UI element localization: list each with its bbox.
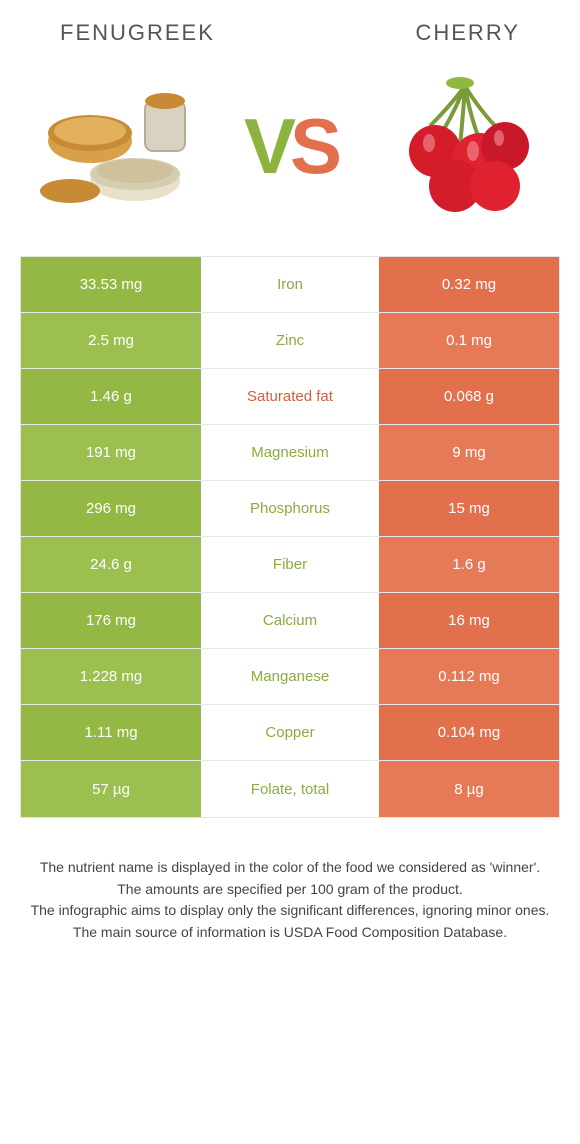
value-left: 1.228 mg <box>21 649 201 704</box>
footer-line: The main source of information is USDA F… <box>30 923 550 943</box>
nutrient-name: Saturated fat <box>201 369 379 424</box>
value-left: 33.53 mg <box>21 257 201 312</box>
table-row: 57 µgFolate, total8 µg <box>21 761 559 817</box>
nutrient-name: Fiber <box>201 537 379 592</box>
title-right: Cherry <box>415 20 520 46</box>
value-left: 2.5 mg <box>21 313 201 368</box>
header: Fenugreek Cherry <box>0 0 580 56</box>
table-row: 191 mgMagnesium9 mg <box>21 425 559 481</box>
value-right: 0.104 mg <box>379 705 559 760</box>
table-row: 33.53 mgIron0.32 mg <box>21 257 559 313</box>
value-right: 9 mg <box>379 425 559 480</box>
value-right: 16 mg <box>379 593 559 648</box>
value-right: 0.068 g <box>379 369 559 424</box>
value-right: 8 µg <box>379 761 559 817</box>
footer-line: The nutrient name is displayed in the co… <box>30 858 550 878</box>
value-right: 0.112 mg <box>379 649 559 704</box>
value-left: 1.46 g <box>21 369 201 424</box>
table-row: 24.6 gFiber1.6 g <box>21 537 559 593</box>
value-right: 0.32 mg <box>379 257 559 312</box>
nutrient-name: Phosphorus <box>201 481 379 536</box>
footer-line: The amounts are specified per 100 gram o… <box>30 880 550 900</box>
vs-label: VS <box>244 101 336 192</box>
value-right: 1.6 g <box>379 537 559 592</box>
value-left: 57 µg <box>21 761 201 817</box>
value-right: 0.1 mg <box>379 313 559 368</box>
nutrient-name: Copper <box>201 705 379 760</box>
nutrient-name: Manganese <box>201 649 379 704</box>
fenugreek-icon <box>30 66 200 226</box>
footer-line: The infographic aims to display only the… <box>30 901 550 921</box>
nutrient-table: 33.53 mgIron0.32 mg2.5 mgZinc0.1 mg1.46 … <box>20 256 560 818</box>
nutrient-name: Zinc <box>201 313 379 368</box>
title-left: Fenugreek <box>60 20 215 46</box>
value-left: 296 mg <box>21 481 201 536</box>
nutrient-name: Magnesium <box>201 425 379 480</box>
table-row: 176 mgCalcium16 mg <box>21 593 559 649</box>
value-left: 176 mg <box>21 593 201 648</box>
nutrient-name: Calcium <box>201 593 379 648</box>
nutrient-name: Folate, total <box>201 761 379 817</box>
value-right: 15 mg <box>379 481 559 536</box>
table-row: 296 mgPhosphorus15 mg <box>21 481 559 537</box>
value-left: 24.6 g <box>21 537 201 592</box>
cherry-icon <box>380 66 550 226</box>
table-row: 1.46 gSaturated fat0.068 g <box>21 369 559 425</box>
value-left: 1.11 mg <box>21 705 201 760</box>
images-row: VS <box>0 56 580 256</box>
value-left: 191 mg <box>21 425 201 480</box>
footer-notes: The nutrient name is displayed in the co… <box>0 818 580 942</box>
table-row: 2.5 mgZinc0.1 mg <box>21 313 559 369</box>
nutrient-name: Iron <box>201 257 379 312</box>
table-row: 1.11 mgCopper0.104 mg <box>21 705 559 761</box>
table-row: 1.228 mgManganese0.112 mg <box>21 649 559 705</box>
